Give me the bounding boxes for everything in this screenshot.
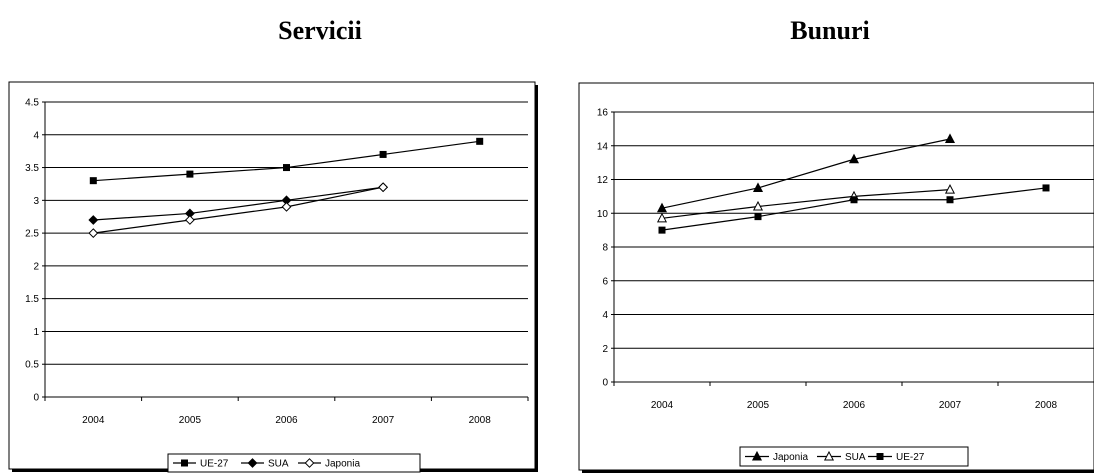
chart-1-point-ue-27	[850, 196, 858, 204]
chart-1-series-line-sua	[661, 189, 951, 219]
chart-1-point-japonia	[656, 202, 668, 213]
chart-1-legend-marker	[876, 453, 884, 460]
chart-0-legend-label: Japonia	[325, 459, 360, 470]
chart-0-xtick-label: 2006	[275, 415, 298, 426]
chart-0-point-sua	[88, 215, 99, 225]
chart-1-legend-marker	[823, 450, 835, 461]
chart-0-ytick-label: 1.5	[25, 294, 39, 305]
chart-0-xtick-label: 2007	[372, 415, 395, 426]
chart-0-ytick-label: 0	[33, 393, 39, 404]
chart-0-xtick-label: 2004	[82, 415, 105, 426]
chart-0-ytick-label: 3.5	[25, 163, 39, 174]
chart-1-xtick-label: 2007	[939, 400, 962, 411]
chart-0-legend-marker	[181, 459, 188, 467]
chart-0-ytick-label: 2.5	[25, 229, 39, 240]
chart-1-legend-label: SUA	[845, 452, 866, 463]
chart-1-legend-box	[739, 446, 969, 467]
chart-0-point-japonia	[281, 201, 292, 212]
right-chart-frame	[578, 82, 1094, 471]
chart-0-ytick-label: 1	[33, 327, 39, 338]
chart-title-bunuri: Bunuri	[790, 16, 870, 45]
chart-1-point-ue-27	[754, 213, 762, 221]
chart-0-legend-marker	[247, 458, 258, 468]
chart-0-point-japonia	[184, 215, 195, 225]
chart-0-legend-label: SUA	[268, 459, 289, 470]
chart-0-point-japonia	[88, 228, 99, 239]
chart-1-xtick-label: 2005	[747, 400, 770, 411]
chart-1-point-ue-27	[658, 226, 666, 234]
chart-0-ytick-label: 0.5	[25, 360, 39, 371]
chart-1-ytick-label: 16	[597, 108, 609, 119]
chart-1-xtick-label: 2004	[651, 400, 674, 411]
chart-1-point-ue-27	[1042, 184, 1050, 192]
chart-1-xtick-label: 2008	[1035, 400, 1058, 411]
chart-0-point-ue-27	[283, 164, 290, 172]
chart-1-xtick-label: 2006	[843, 400, 866, 411]
chart-0-point-ue-27	[186, 170, 194, 178]
chart-0-ytick-label: 3	[33, 196, 39, 207]
chart-1-point-ue-27	[946, 196, 954, 204]
chart-0-ytick-label: 4	[33, 130, 39, 141]
chart-0-ytick-label: 4.5	[25, 98, 39, 109]
chart-0-point-ue-27	[476, 137, 484, 145]
chart-1-ytick-label: 6	[602, 276, 608, 287]
chart-0-xtick-label: 2008	[469, 415, 492, 426]
chart-1-series-line-japonia	[661, 138, 951, 209]
chart-1-ytick-label: 12	[597, 175, 609, 186]
chart-title-servicii: Servicii	[278, 16, 362, 45]
chart-1-ytick-label: 10	[597, 209, 609, 220]
chart-0-point-ue-27	[379, 150, 387, 158]
chart-0-point-ue-27	[89, 177, 97, 185]
chart-1-ytick-label: 2	[602, 344, 608, 355]
chart-1-ytick-label: 4	[602, 310, 608, 321]
chart-1-point-japonia	[944, 133, 956, 143]
chart-0-series-line-sua	[93, 186, 384, 221]
chart-0-legend-label: UE-27	[200, 459, 229, 470]
left-chart-frame	[8, 81, 536, 470]
chart-1-ytick-label: 0	[602, 378, 608, 389]
chart-1-point-japonia	[752, 182, 764, 192]
chart-0-series-line-japonia	[93, 186, 384, 234]
chart-1-point-sua	[752, 200, 764, 211]
chart-1-legend-label: Japonia	[773, 452, 808, 463]
chart-1-legend-marker	[751, 450, 763, 461]
chart-0-point-japonia	[378, 182, 389, 193]
chart-0-ytick-label: 2	[33, 261, 39, 272]
chart-1-point-japonia	[848, 153, 860, 164]
chart-1-point-sua	[656, 212, 668, 223]
chart-0-xtick-label: 2005	[179, 415, 202, 426]
chart-1-ytick-label: 8	[602, 243, 608, 254]
chart-1-ytick-label: 14	[597, 141, 609, 152]
chart-0-legend-marker	[304, 458, 315, 468]
chart-1-legend-label: UE-27	[896, 452, 925, 463]
chart-0-legend-box	[167, 453, 421, 473]
chart-1-point-sua	[944, 184, 956, 194]
